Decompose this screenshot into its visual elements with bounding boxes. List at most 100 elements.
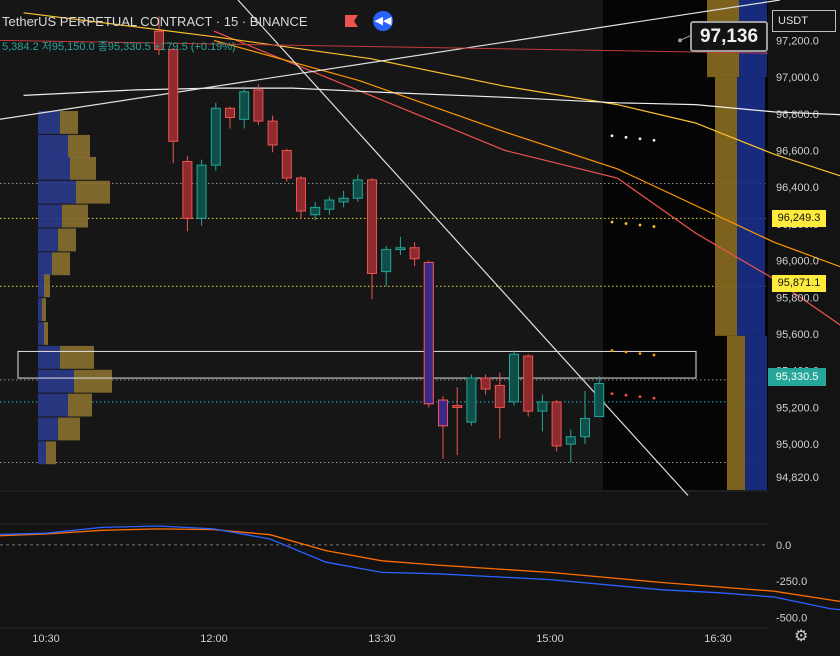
price-axis-label: 97,200.0 [776, 35, 819, 47]
volume-profile-sell [68, 134, 90, 158]
volume-profile-sell [74, 369, 112, 393]
ma-projection-dot [652, 353, 656, 357]
volume-profile-sell [42, 298, 46, 322]
volume-profile-buy [38, 252, 52, 276]
rewind-icon: ◀◀ [374, 15, 392, 27]
price-tag-level-2: 95,871.1 [772, 275, 826, 292]
price-zone-box [17, 350, 697, 379]
candle [395, 236, 406, 256]
price-callout-value: 97,136 [699, 26, 759, 47]
candle-body [196, 164, 207, 219]
trendline-descending [237, 0, 689, 496]
rewind-button[interactable]: ◀◀ [373, 11, 393, 31]
candle-body [480, 377, 491, 390]
candle [154, 16, 164, 56]
volume-profile-sell [70, 156, 96, 180]
moving-average-line [213, 30, 840, 326]
volume-profile-buy [38, 298, 42, 322]
price-axis-label: 95,000.0 [776, 439, 819, 451]
candle-body [594, 383, 605, 418]
ma-projection-dot [638, 352, 642, 355]
price-axis-label: 94,820.0 [776, 472, 819, 484]
candle-body [253, 89, 264, 122]
candle-body [367, 179, 377, 274]
candle [225, 106, 235, 129]
alert-flag-icon[interactable] [345, 15, 358, 27]
volume-profile-buy [38, 180, 76, 204]
volume-profile-buy [38, 111, 60, 134]
indicator-axis-label: 0.0 [776, 540, 791, 552]
candle-body [310, 206, 321, 216]
candle [253, 84, 264, 125]
volume-profile-sell [44, 274, 50, 298]
volume-profile-buy [38, 345, 60, 369]
main-pane-bg [0, 0, 603, 490]
currency-select[interactable]: USDT [772, 10, 836, 32]
time-axis-label: 12:00 [200, 633, 228, 645]
candle-body [168, 49, 179, 142]
volume-profile-sell [60, 111, 78, 134]
ma-projection-dot [638, 137, 642, 141]
time-axis-label: 15:00 [536, 633, 564, 645]
candle-body [225, 107, 235, 118]
callout-anchor-dot [678, 38, 682, 43]
candle [182, 155, 193, 232]
candle [381, 245, 392, 287]
candle [338, 190, 349, 208]
candle-body [324, 199, 335, 210]
currency-label: USDT [778, 15, 808, 27]
time-axis-label: 16:30 [704, 633, 732, 645]
candle [409, 242, 420, 267]
ma-projection-dot [610, 349, 614, 352]
ma-projection-dot [610, 134, 614, 138]
volume-profile-buy [38, 228, 58, 252]
price-axis-label: 97,000.0 [776, 72, 819, 84]
candle-highlight [423, 261, 434, 405]
candle [509, 350, 519, 406]
volume-profile-buy [38, 417, 58, 441]
candle [367, 178, 377, 300]
candle [281, 148, 292, 182]
ma-projection-dot [624, 222, 628, 225]
candle [494, 372, 505, 439]
trendline-ascending [0, 0, 781, 120]
time-axis-label: 10:30 [32, 633, 60, 645]
candle [352, 174, 363, 202]
candle-body [296, 177, 306, 212]
candle [168, 47, 179, 164]
candle [452, 387, 463, 456]
ma-projection-dot [624, 393, 628, 397]
candle-body [281, 149, 292, 179]
price-axis-label: 96,800.0 [776, 109, 819, 121]
symbol-title: TetherUS PERPETUAL CONTRACT · 15 · BINAN… [2, 14, 308, 29]
candle [196, 159, 207, 226]
candle-body [182, 160, 193, 219]
resistance-line [0, 39, 769, 54]
right-profile-sell [727, 335, 745, 490]
ma-projection-dot [638, 223, 642, 227]
right-profile-buy [745, 335, 767, 490]
ma-projection-dot [652, 396, 656, 400]
volume-profile-buy [38, 322, 44, 345]
candle-body [338, 197, 349, 203]
candle-body [352, 179, 363, 199]
candle [580, 390, 590, 445]
volume-profile-sell [46, 441, 56, 465]
price-axis-label: 95,600.0 [776, 329, 819, 341]
candle-body [565, 436, 576, 445]
candle [324, 196, 335, 215]
ma-projection-dot [610, 220, 614, 224]
candle-body [409, 247, 420, 260]
volume-profile-buy [38, 274, 44, 298]
volume-profile-buy [38, 156, 70, 180]
volume-profile-buy [38, 204, 62, 228]
settings-gear-icon[interactable]: ⚙ [794, 628, 809, 645]
right-profile-sell [715, 77, 737, 336]
candle [523, 354, 534, 417]
price-axis-label: 95,800.0 [776, 292, 819, 304]
candle-body [239, 91, 250, 120]
volume-profile-buy [38, 441, 46, 465]
candle [239, 86, 250, 129]
